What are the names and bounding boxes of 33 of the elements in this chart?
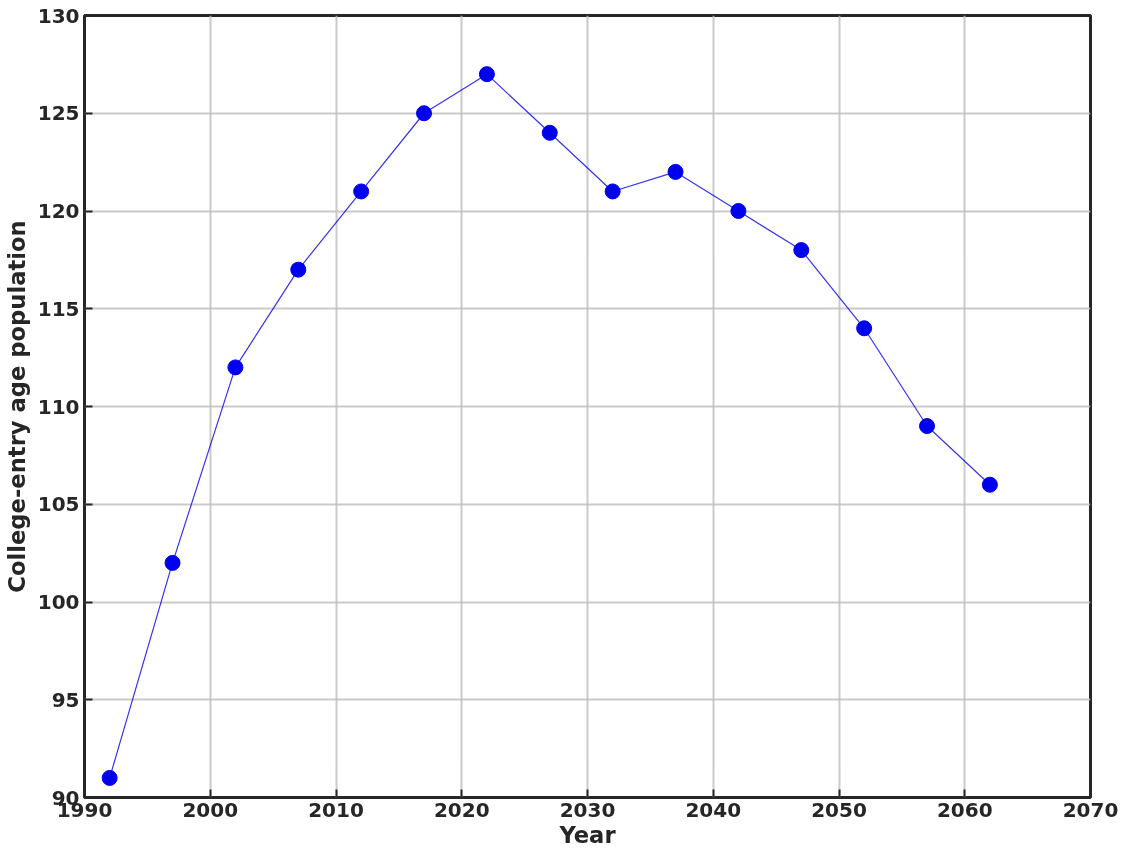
y-tick-label: 100 [37, 590, 80, 614]
x-axis-title: Year [558, 821, 617, 848]
x-tick-label: 2030 [559, 797, 616, 822]
point [919, 418, 936, 435]
point [101, 769, 118, 786]
point [353, 183, 370, 200]
point [478, 66, 495, 83]
x-tick-label: 2010 [308, 797, 364, 822]
x-tick-label: 2020 [433, 797, 490, 822]
x-tick-label: 2040 [685, 797, 742, 822]
y-axis-title: College-entry age population [3, 220, 30, 593]
y-tick-label: 120 [37, 199, 80, 223]
point [164, 554, 181, 571]
x-tick-label: 2070 [1062, 797, 1119, 822]
point [604, 183, 621, 200]
y-tick-label: 115 [37, 296, 80, 321]
y-tick-label: 95 [51, 687, 80, 712]
point [416, 105, 433, 122]
x-tick-label: 2050 [811, 797, 867, 822]
x-tick-label: 2060 [936, 797, 993, 822]
point [541, 124, 558, 141]
point [793, 242, 810, 259]
y-tick-label: 125 [37, 101, 80, 126]
point [290, 261, 307, 278]
point [856, 320, 873, 337]
x-tick-label: 2000 [182, 797, 239, 822]
point [667, 163, 684, 180]
point [730, 203, 747, 219]
y-tick-label: 105 [37, 492, 80, 517]
point [227, 359, 244, 376]
y-tick-label: 130 [37, 3, 80, 28]
y-tick-label: 110 [37, 394, 80, 419]
point [981, 476, 998, 493]
